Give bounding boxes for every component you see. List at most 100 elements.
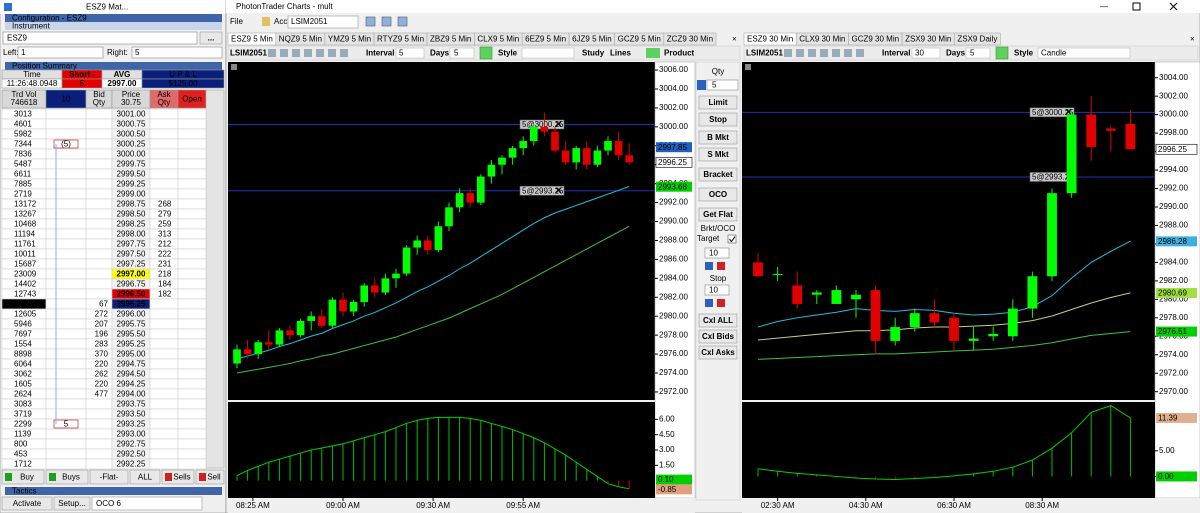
button[interactable]	[698, 112, 738, 127]
ladder-cell[interactable]	[85, 108, 113, 120]
ladder-cell[interactable]	[149, 328, 179, 340]
button[interactable]	[1, 496, 53, 511]
ladder-cell[interactable]	[149, 348, 179, 360]
ladder-cell[interactable]	[177, 158, 207, 170]
button[interactable]	[698, 329, 738, 344]
ladder-cell[interactable]	[85, 398, 113, 410]
ladder-cell[interactable]	[149, 318, 179, 330]
ladder-cell[interactable]	[45, 228, 87, 240]
ladder-cell[interactable]	[45, 328, 87, 340]
ladder-cell[interactable]	[149, 128, 179, 140]
button[interactable]	[698, 345, 738, 360]
ladder-cell[interactable]	[85, 228, 113, 240]
ladder-cell[interactable]	[177, 408, 207, 420]
ladder-cell[interactable]	[149, 158, 179, 170]
button[interactable]	[698, 207, 738, 222]
button[interactable]	[1, 469, 45, 485]
ladder-cell[interactable]	[149, 398, 179, 410]
ladder-cell[interactable]	[85, 128, 113, 140]
ladder-cell[interactable]	[85, 428, 113, 440]
ladder-cell[interactable]	[85, 208, 113, 220]
ladder-cell[interactable]	[177, 378, 207, 390]
ladder-cell[interactable]	[149, 378, 179, 390]
ladder-cell[interactable]	[149, 148, 179, 160]
input[interactable]	[704, 284, 730, 296]
ladder-cell[interactable]	[149, 108, 179, 120]
ladder-cell[interactable]	[45, 318, 87, 330]
account-select[interactable]	[287, 15, 359, 29]
ladder-cell[interactable]	[177, 398, 207, 410]
ladder-cell[interactable]	[177, 278, 207, 290]
ladder-cell[interactable]	[177, 168, 207, 180]
spin-button[interactable]	[717, 262, 725, 270]
ladder-cell[interactable]	[45, 338, 87, 350]
ladder-cell[interactable]	[177, 188, 207, 200]
ladder-cell[interactable]	[85, 268, 113, 280]
ladder-cell[interactable]	[85, 438, 113, 450]
ladder-cell[interactable]	[85, 248, 113, 260]
ladder-cell[interactable]	[45, 298, 87, 310]
ladder-cell[interactable]	[45, 288, 87, 300]
ladder-cell[interactable]	[177, 238, 207, 250]
button[interactable]	[53, 496, 91, 511]
ladder-cell[interactable]	[149, 388, 179, 400]
ladder-cell[interactable]	[177, 218, 207, 230]
ladder-cell[interactable]	[149, 168, 179, 180]
ladder-cell[interactable]	[177, 448, 207, 460]
button[interactable]	[698, 95, 738, 110]
ladder-cell[interactable]	[85, 218, 113, 230]
ladder-cell[interactable]	[177, 148, 207, 160]
ladder-cell[interactable]	[177, 258, 207, 270]
ladder-cell[interactable]	[149, 308, 179, 320]
ladder-cell[interactable]	[177, 458, 207, 470]
order-tag[interactable]	[1029, 107, 1075, 118]
input[interactable]	[706, 79, 739, 91]
ladder-cell[interactable]	[177, 138, 207, 150]
ladder-cell[interactable]	[45, 238, 87, 250]
ladder-cell[interactable]	[85, 258, 113, 270]
ladder-cell[interactable]	[45, 448, 87, 460]
button[interactable]	[698, 130, 738, 145]
input[interactable]	[131, 46, 223, 59]
ladder-cell[interactable]	[45, 208, 87, 220]
ladder-cell[interactable]	[45, 308, 87, 320]
ladder-cell[interactable]	[177, 198, 207, 210]
ladder-cell[interactable]	[45, 198, 87, 210]
input[interactable]	[17, 46, 104, 59]
ladder-cell[interactable]	[149, 338, 179, 350]
ladder-cell[interactable]	[177, 308, 207, 320]
spin-button[interactable]	[717, 299, 725, 307]
select[interactable]	[395, 47, 425, 59]
select[interactable]	[91, 496, 203, 511]
ladder-cell[interactable]	[45, 218, 87, 230]
ladder-cell[interactable]	[85, 158, 113, 170]
ladder-cell[interactable]	[149, 358, 179, 370]
window-control[interactable]	[1132, 2, 1141, 11]
ladder-cell[interactable]	[177, 228, 207, 240]
ladder-cell[interactable]	[177, 268, 207, 280]
ladder-cell[interactable]	[45, 258, 87, 270]
ladder-cell[interactable]	[85, 288, 113, 300]
ladder-cell[interactable]	[85, 448, 113, 460]
ladder-cell[interactable]	[177, 108, 207, 120]
ladder-cell[interactable]	[85, 278, 113, 290]
spin-button[interactable]	[697, 80, 706, 90]
ladder-cell[interactable]	[149, 438, 179, 450]
ladder-cell[interactable]	[85, 118, 113, 130]
ladder-cell[interactable]	[149, 298, 179, 310]
button[interactable]	[129, 469, 161, 485]
ladder-cell[interactable]	[177, 318, 207, 330]
ladder-cell[interactable]	[85, 418, 113, 430]
ladder-cell[interactable]	[45, 358, 87, 370]
button[interactable]	[89, 469, 129, 485]
order-cancel[interactable]	[555, 187, 562, 194]
ladder-cell[interactable]	[149, 138, 179, 150]
button[interactable]	[199, 31, 223, 45]
instrument-select[interactable]	[2, 31, 198, 45]
ladder-cell[interactable]	[177, 128, 207, 140]
ladder-cell[interactable]	[177, 428, 207, 440]
ladder-cell[interactable]	[85, 188, 113, 200]
ladder-cell[interactable]	[45, 148, 87, 160]
ladder-cell[interactable]	[85, 458, 113, 470]
ladder-cell[interactable]	[149, 448, 179, 460]
